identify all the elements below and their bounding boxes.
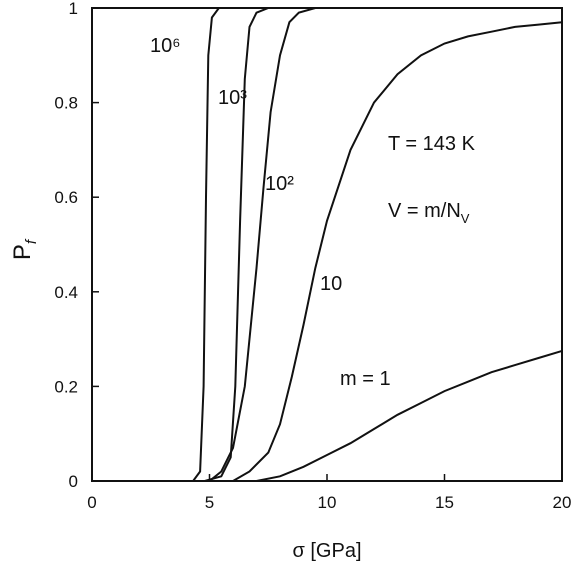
curve-label: 10 xyxy=(320,273,342,295)
annotation: V = m/NV xyxy=(388,200,470,226)
y-tick-label: 0.2 xyxy=(54,377,78,396)
curve-label: 10² xyxy=(265,173,294,195)
x-axis-label: σ [GPa] xyxy=(292,540,361,562)
curve xyxy=(92,7,562,482)
curve-label: m = 1 xyxy=(340,368,391,390)
y-tick-label: 0.8 xyxy=(54,94,78,113)
y-tick-label: 1 xyxy=(69,0,78,18)
curve xyxy=(92,7,562,482)
curve xyxy=(92,21,563,482)
plot-frame xyxy=(91,7,563,482)
x-tick-label: 20 xyxy=(553,493,572,512)
curve xyxy=(92,7,562,482)
annotation-text: V = m/N xyxy=(388,200,461,222)
annotation: T = 143 K xyxy=(388,133,476,155)
y-label-main: P xyxy=(9,244,36,260)
curve-label: 10⁶ xyxy=(150,35,180,57)
y-axis-label: Pf xyxy=(9,238,40,260)
x-tick-label: 15 xyxy=(435,493,454,512)
y-tick-label: 0 xyxy=(69,472,78,491)
annotation-text: T = 143 K xyxy=(388,133,476,155)
y-tick-label: 0.4 xyxy=(54,283,78,302)
y-label-sub: f xyxy=(23,238,40,244)
x-tick-label: 10 xyxy=(318,493,337,512)
x-tick-label: 5 xyxy=(205,493,214,512)
curve-label: 10³ xyxy=(218,87,247,109)
x-tick-label: 0 xyxy=(87,493,96,512)
y-tick-label: 0.6 xyxy=(54,188,78,207)
annotation-sub: V xyxy=(461,211,470,226)
curve xyxy=(92,349,563,482)
